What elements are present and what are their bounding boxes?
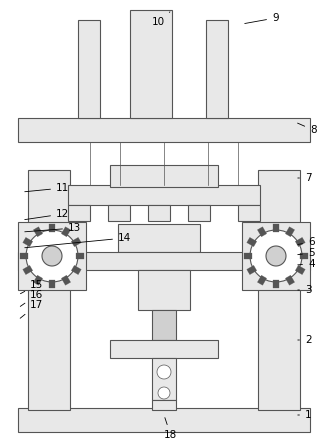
Bar bbox=[20, 253, 28, 259]
Bar bbox=[152, 358, 176, 400]
Bar bbox=[118, 224, 200, 252]
Bar bbox=[188, 205, 210, 221]
Bar bbox=[258, 227, 267, 237]
Text: 18: 18 bbox=[164, 418, 177, 440]
Text: 9: 9 bbox=[245, 13, 279, 24]
Text: 1: 1 bbox=[298, 410, 312, 420]
Bar bbox=[258, 275, 267, 285]
Bar bbox=[18, 252, 310, 270]
Bar bbox=[247, 238, 257, 246]
Bar bbox=[247, 266, 257, 274]
Bar bbox=[71, 266, 81, 274]
Text: 5: 5 bbox=[298, 248, 315, 258]
Bar bbox=[238, 205, 260, 221]
Bar bbox=[108, 205, 130, 221]
Bar bbox=[78, 20, 100, 118]
Bar bbox=[18, 222, 86, 290]
Bar bbox=[71, 238, 81, 246]
Bar bbox=[273, 224, 279, 232]
Text: 17: 17 bbox=[20, 300, 43, 318]
Text: 13: 13 bbox=[25, 223, 81, 233]
Bar bbox=[206, 20, 228, 118]
Bar bbox=[242, 222, 310, 290]
Bar bbox=[49, 280, 55, 288]
Text: 8: 8 bbox=[298, 123, 317, 135]
Bar bbox=[61, 227, 71, 237]
Bar bbox=[33, 227, 43, 237]
Text: 2: 2 bbox=[298, 335, 312, 345]
Bar bbox=[68, 205, 90, 221]
Bar bbox=[28, 170, 70, 410]
Text: 6: 6 bbox=[298, 237, 315, 247]
Bar bbox=[110, 340, 218, 358]
Bar bbox=[130, 10, 172, 118]
Bar bbox=[295, 266, 305, 274]
Bar bbox=[33, 275, 43, 285]
Bar bbox=[76, 253, 84, 259]
Text: 7: 7 bbox=[298, 173, 312, 183]
Bar bbox=[152, 310, 176, 340]
Text: 14: 14 bbox=[25, 233, 131, 248]
Bar bbox=[68, 185, 260, 205]
Bar bbox=[273, 280, 279, 288]
Bar bbox=[61, 275, 71, 285]
Bar bbox=[244, 253, 252, 259]
Bar bbox=[300, 253, 308, 259]
Bar bbox=[258, 170, 300, 410]
Bar bbox=[285, 227, 295, 237]
Circle shape bbox=[26, 230, 78, 282]
Circle shape bbox=[42, 246, 62, 266]
Text: 11: 11 bbox=[25, 183, 69, 193]
Text: 12: 12 bbox=[25, 209, 69, 220]
Circle shape bbox=[157, 365, 171, 379]
Bar bbox=[23, 266, 33, 274]
Circle shape bbox=[158, 387, 170, 399]
Bar bbox=[148, 205, 170, 221]
Bar bbox=[152, 400, 176, 410]
Bar bbox=[295, 238, 305, 246]
Bar bbox=[49, 224, 55, 232]
Bar bbox=[18, 118, 310, 142]
Circle shape bbox=[266, 246, 286, 266]
Bar bbox=[138, 270, 190, 310]
Bar bbox=[23, 238, 33, 246]
Text: 4: 4 bbox=[298, 259, 315, 269]
Bar bbox=[110, 165, 218, 187]
Text: 3: 3 bbox=[298, 285, 312, 295]
Circle shape bbox=[250, 230, 302, 282]
Text: 16: 16 bbox=[20, 290, 43, 306]
Text: 10: 10 bbox=[152, 12, 170, 27]
Bar bbox=[285, 275, 295, 285]
Text: 15: 15 bbox=[21, 280, 43, 293]
Bar bbox=[18, 408, 310, 432]
